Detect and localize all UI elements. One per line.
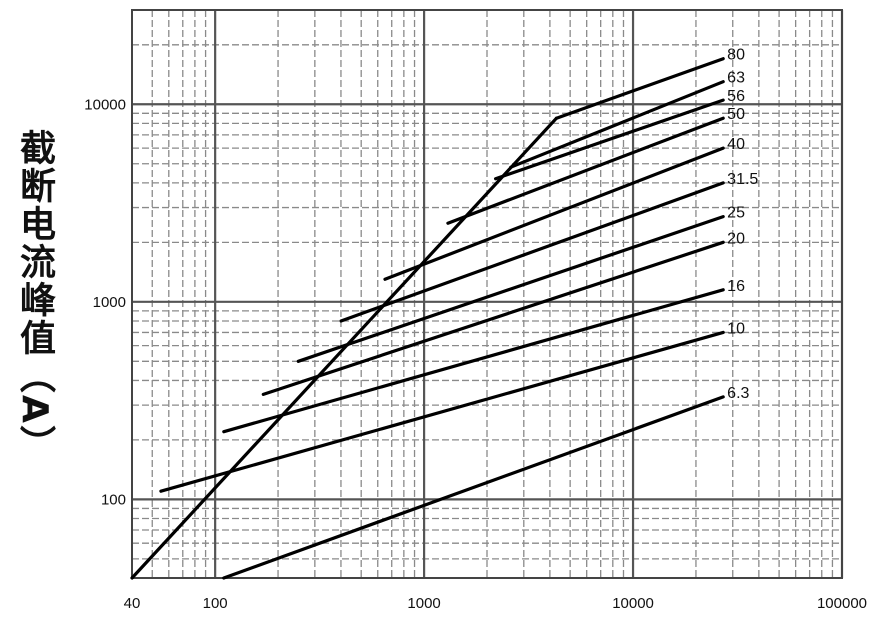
- x-tick-label: 100000: [817, 595, 867, 612]
- series-label: 6.3: [727, 385, 749, 402]
- x-tick-label: 1000: [407, 595, 440, 612]
- series-line-31-5: [339, 181, 725, 323]
- series-line-20: [261, 240, 725, 396]
- x-tick-label: 100: [203, 595, 228, 612]
- series-label: 63: [727, 70, 745, 87]
- series-label: 40: [727, 136, 745, 153]
- series-line-50: [446, 116, 725, 225]
- series-label: 16: [727, 278, 745, 295]
- y-axis-label: 截断电流峰值（A）: [14, 129, 55, 463]
- y-tick-label: 1000: [93, 294, 126, 311]
- series-line-80: [554, 57, 725, 120]
- series-line-10: [159, 330, 725, 493]
- series-label: 20: [727, 230, 745, 247]
- y-tick-label: 100: [101, 491, 126, 508]
- series-label: 31.5: [727, 171, 758, 188]
- series-line-40: [383, 146, 725, 281]
- series-label: 50: [727, 106, 745, 123]
- series-label: 10: [727, 320, 745, 337]
- series-label: 25: [727, 205, 745, 222]
- y-tick-label: 10000: [84, 96, 126, 113]
- series-line-25: [296, 215, 725, 363]
- plot-frame: [131, 9, 843, 579]
- series-label: 80: [727, 47, 745, 64]
- x-tick-label: 10000: [612, 595, 654, 612]
- y-axis-label-wrap: 截断电流峰值（A）: [14, 96, 55, 496]
- x-tick-label: 40: [124, 595, 141, 612]
- series-label: 56: [727, 88, 745, 105]
- series-line-56: [494, 98, 725, 181]
- series-line-16: [222, 288, 725, 434]
- series-line-6-3: [222, 395, 725, 580]
- series-line-63: [509, 80, 725, 169]
- envelope-line: [130, 116, 559, 580]
